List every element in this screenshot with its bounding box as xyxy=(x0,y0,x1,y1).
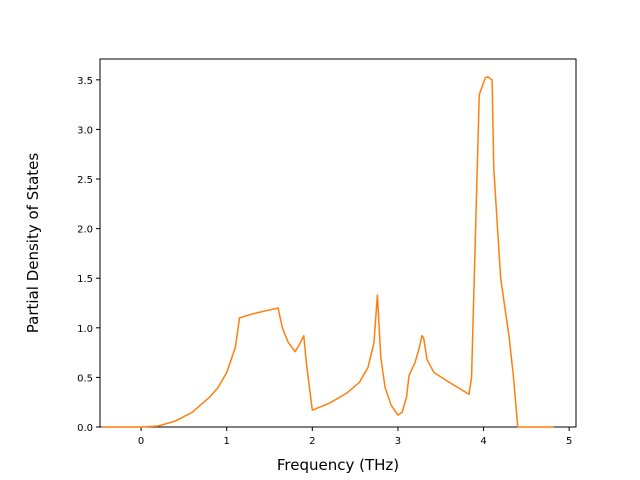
y-tick-label: 3.0 xyxy=(77,125,93,136)
x-tick-label: 4 xyxy=(480,436,486,447)
y-axis-title: Partial Density of States xyxy=(24,153,42,334)
x-tick-label: 2 xyxy=(309,436,315,447)
y-tick-label: 0.5 xyxy=(77,373,93,384)
y-tick-label: 1.5 xyxy=(77,274,93,285)
y-tick-label: 0.0 xyxy=(77,423,93,434)
plot-frame xyxy=(99,58,577,428)
x-tick-label: 1 xyxy=(224,436,230,447)
x-tick-label: 0 xyxy=(138,436,144,447)
data-line xyxy=(101,76,554,428)
y-tick-label: 2.0 xyxy=(77,225,93,236)
x-axis-title: Frequency (THz) xyxy=(277,456,399,474)
y-tick-label: 2.5 xyxy=(77,175,93,186)
x-tick-label: 5 xyxy=(566,436,572,447)
y-tick-label: 1.0 xyxy=(77,324,93,335)
x-tick-label: 3 xyxy=(395,436,401,447)
y-tick-label: 3.5 xyxy=(77,76,93,87)
